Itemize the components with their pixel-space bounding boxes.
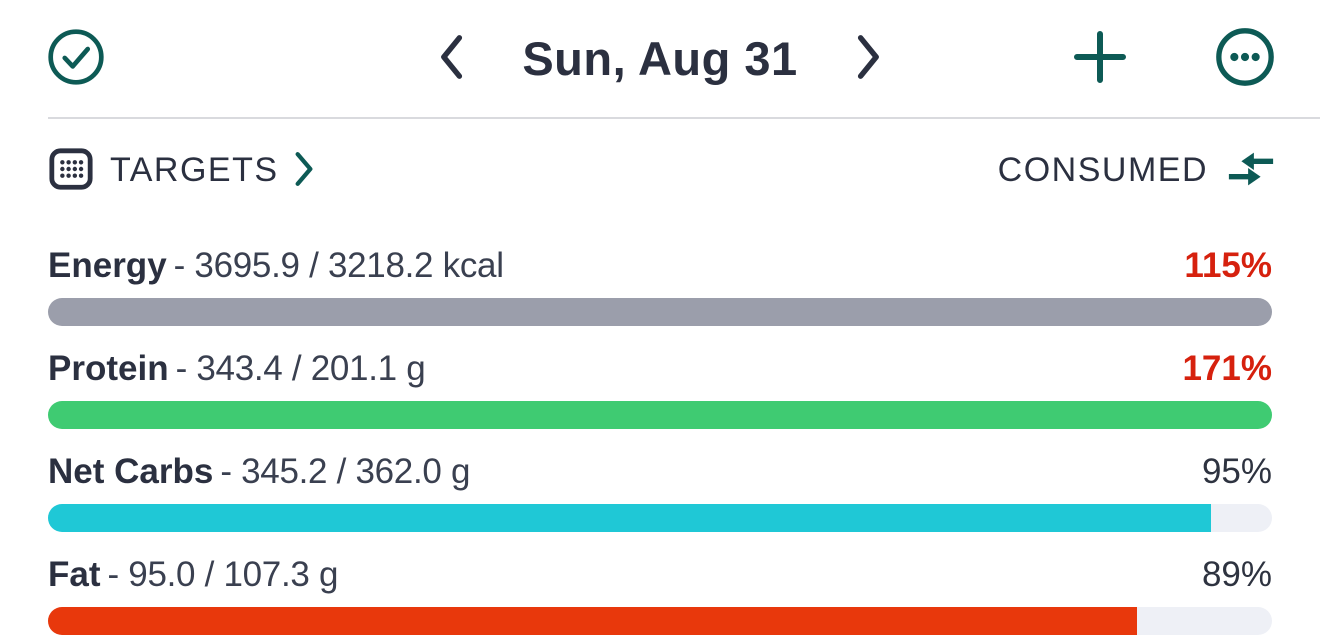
nutrient-values: - 345.2 / 362.0 g bbox=[220, 452, 471, 491]
nutrient-label-line: Protein - 343.4 / 201.1 g 171% bbox=[48, 346, 1272, 392]
nutrient-name: Protein bbox=[48, 349, 169, 388]
dialpad-grid-icon bbox=[48, 146, 94, 195]
chevron-left-icon bbox=[436, 33, 466, 84]
progress-bar-track bbox=[48, 298, 1272, 326]
nutrient-label-line: Fat - 95.0 / 107.3 g 89% bbox=[48, 552, 1272, 598]
targets-link[interactable]: TARGETS bbox=[48, 146, 315, 195]
date-navigator: Sun, Aug 31 bbox=[0, 31, 1320, 86]
nutrient-label: Net Carbs - 345.2 / 362.0 g bbox=[48, 449, 470, 495]
targets-section-header: TARGETS CONSUMED bbox=[0, 139, 1320, 201]
nutrient-percent: 95% bbox=[1201, 452, 1272, 491]
plus-icon bbox=[1072, 29, 1128, 88]
progress-bar-track bbox=[48, 504, 1272, 532]
targets-label: TARGETS bbox=[110, 150, 279, 189]
progress-bar-track bbox=[48, 607, 1272, 635]
next-day-button[interactable] bbox=[854, 33, 884, 84]
nutrient-percent: 89% bbox=[1201, 555, 1272, 594]
nutrient-label: Protein - 343.4 / 201.1 g bbox=[48, 346, 426, 392]
nutrient-label: Fat - 95.0 / 107.3 g bbox=[48, 552, 338, 598]
header: Sun, Aug 31 bbox=[0, 0, 1320, 117]
progress-bar-fill bbox=[48, 401, 1272, 429]
nutrient-label-line: Energy - 3695.9 / 3218.2 kcal 115% bbox=[48, 243, 1272, 289]
date-title[interactable]: Sun, Aug 31 bbox=[522, 32, 798, 85]
progress-bar-fill bbox=[48, 298, 1272, 326]
prev-day-button[interactable] bbox=[436, 33, 466, 84]
complete-day-button[interactable] bbox=[46, 27, 106, 90]
nutrient-values: - 343.4 / 201.1 g bbox=[175, 349, 426, 388]
progress-bar-track bbox=[48, 401, 1272, 429]
nutrient-row[interactable]: Energy - 3695.9 / 3218.2 kcal 115% bbox=[48, 243, 1272, 326]
ellipsis-circle-icon bbox=[1214, 26, 1276, 91]
nutrient-label-line: Net Carbs - 345.2 / 362.0 g 95% bbox=[48, 449, 1272, 495]
progress-bar-fill bbox=[48, 504, 1211, 532]
swap-arrows-icon bbox=[1226, 148, 1276, 193]
nutrient-name: Energy bbox=[48, 246, 167, 285]
nutrient-list: Energy - 3695.9 / 3218.2 kcal 115% Protei… bbox=[0, 243, 1320, 635]
nutrient-percent: 171% bbox=[1182, 349, 1272, 388]
nutrient-values: - 95.0 / 107.3 g bbox=[107, 555, 339, 594]
nutrient-percent: 115% bbox=[1184, 246, 1272, 285]
chevron-right-small-icon bbox=[293, 151, 315, 190]
nutrient-row[interactable]: Fat - 95.0 / 107.3 g 89% bbox=[48, 552, 1272, 635]
nutrient-name: Net Carbs bbox=[48, 452, 214, 491]
header-divider bbox=[48, 117, 1320, 119]
chevron-right-icon bbox=[854, 33, 884, 84]
nutrient-row[interactable]: Net Carbs - 345.2 / 362.0 g 95% bbox=[48, 449, 1272, 532]
nutrient-label: Energy - 3695.9 / 3218.2 kcal bbox=[48, 243, 504, 289]
check-circle-icon bbox=[46, 27, 106, 90]
consumed-label: CONSUMED bbox=[997, 150, 1208, 189]
nutrient-row[interactable]: Protein - 343.4 / 201.1 g 171% bbox=[48, 346, 1272, 429]
header-actions bbox=[1072, 26, 1276, 91]
consumed-toggle[interactable]: CONSUMED bbox=[998, 148, 1276, 193]
nutrient-name: Fat bbox=[48, 555, 101, 594]
add-button[interactable] bbox=[1072, 29, 1128, 88]
progress-bar-fill bbox=[48, 607, 1138, 635]
more-options-button[interactable] bbox=[1214, 26, 1276, 91]
nutrient-values: - 3695.9 / 3218.2 kcal bbox=[173, 246, 504, 285]
